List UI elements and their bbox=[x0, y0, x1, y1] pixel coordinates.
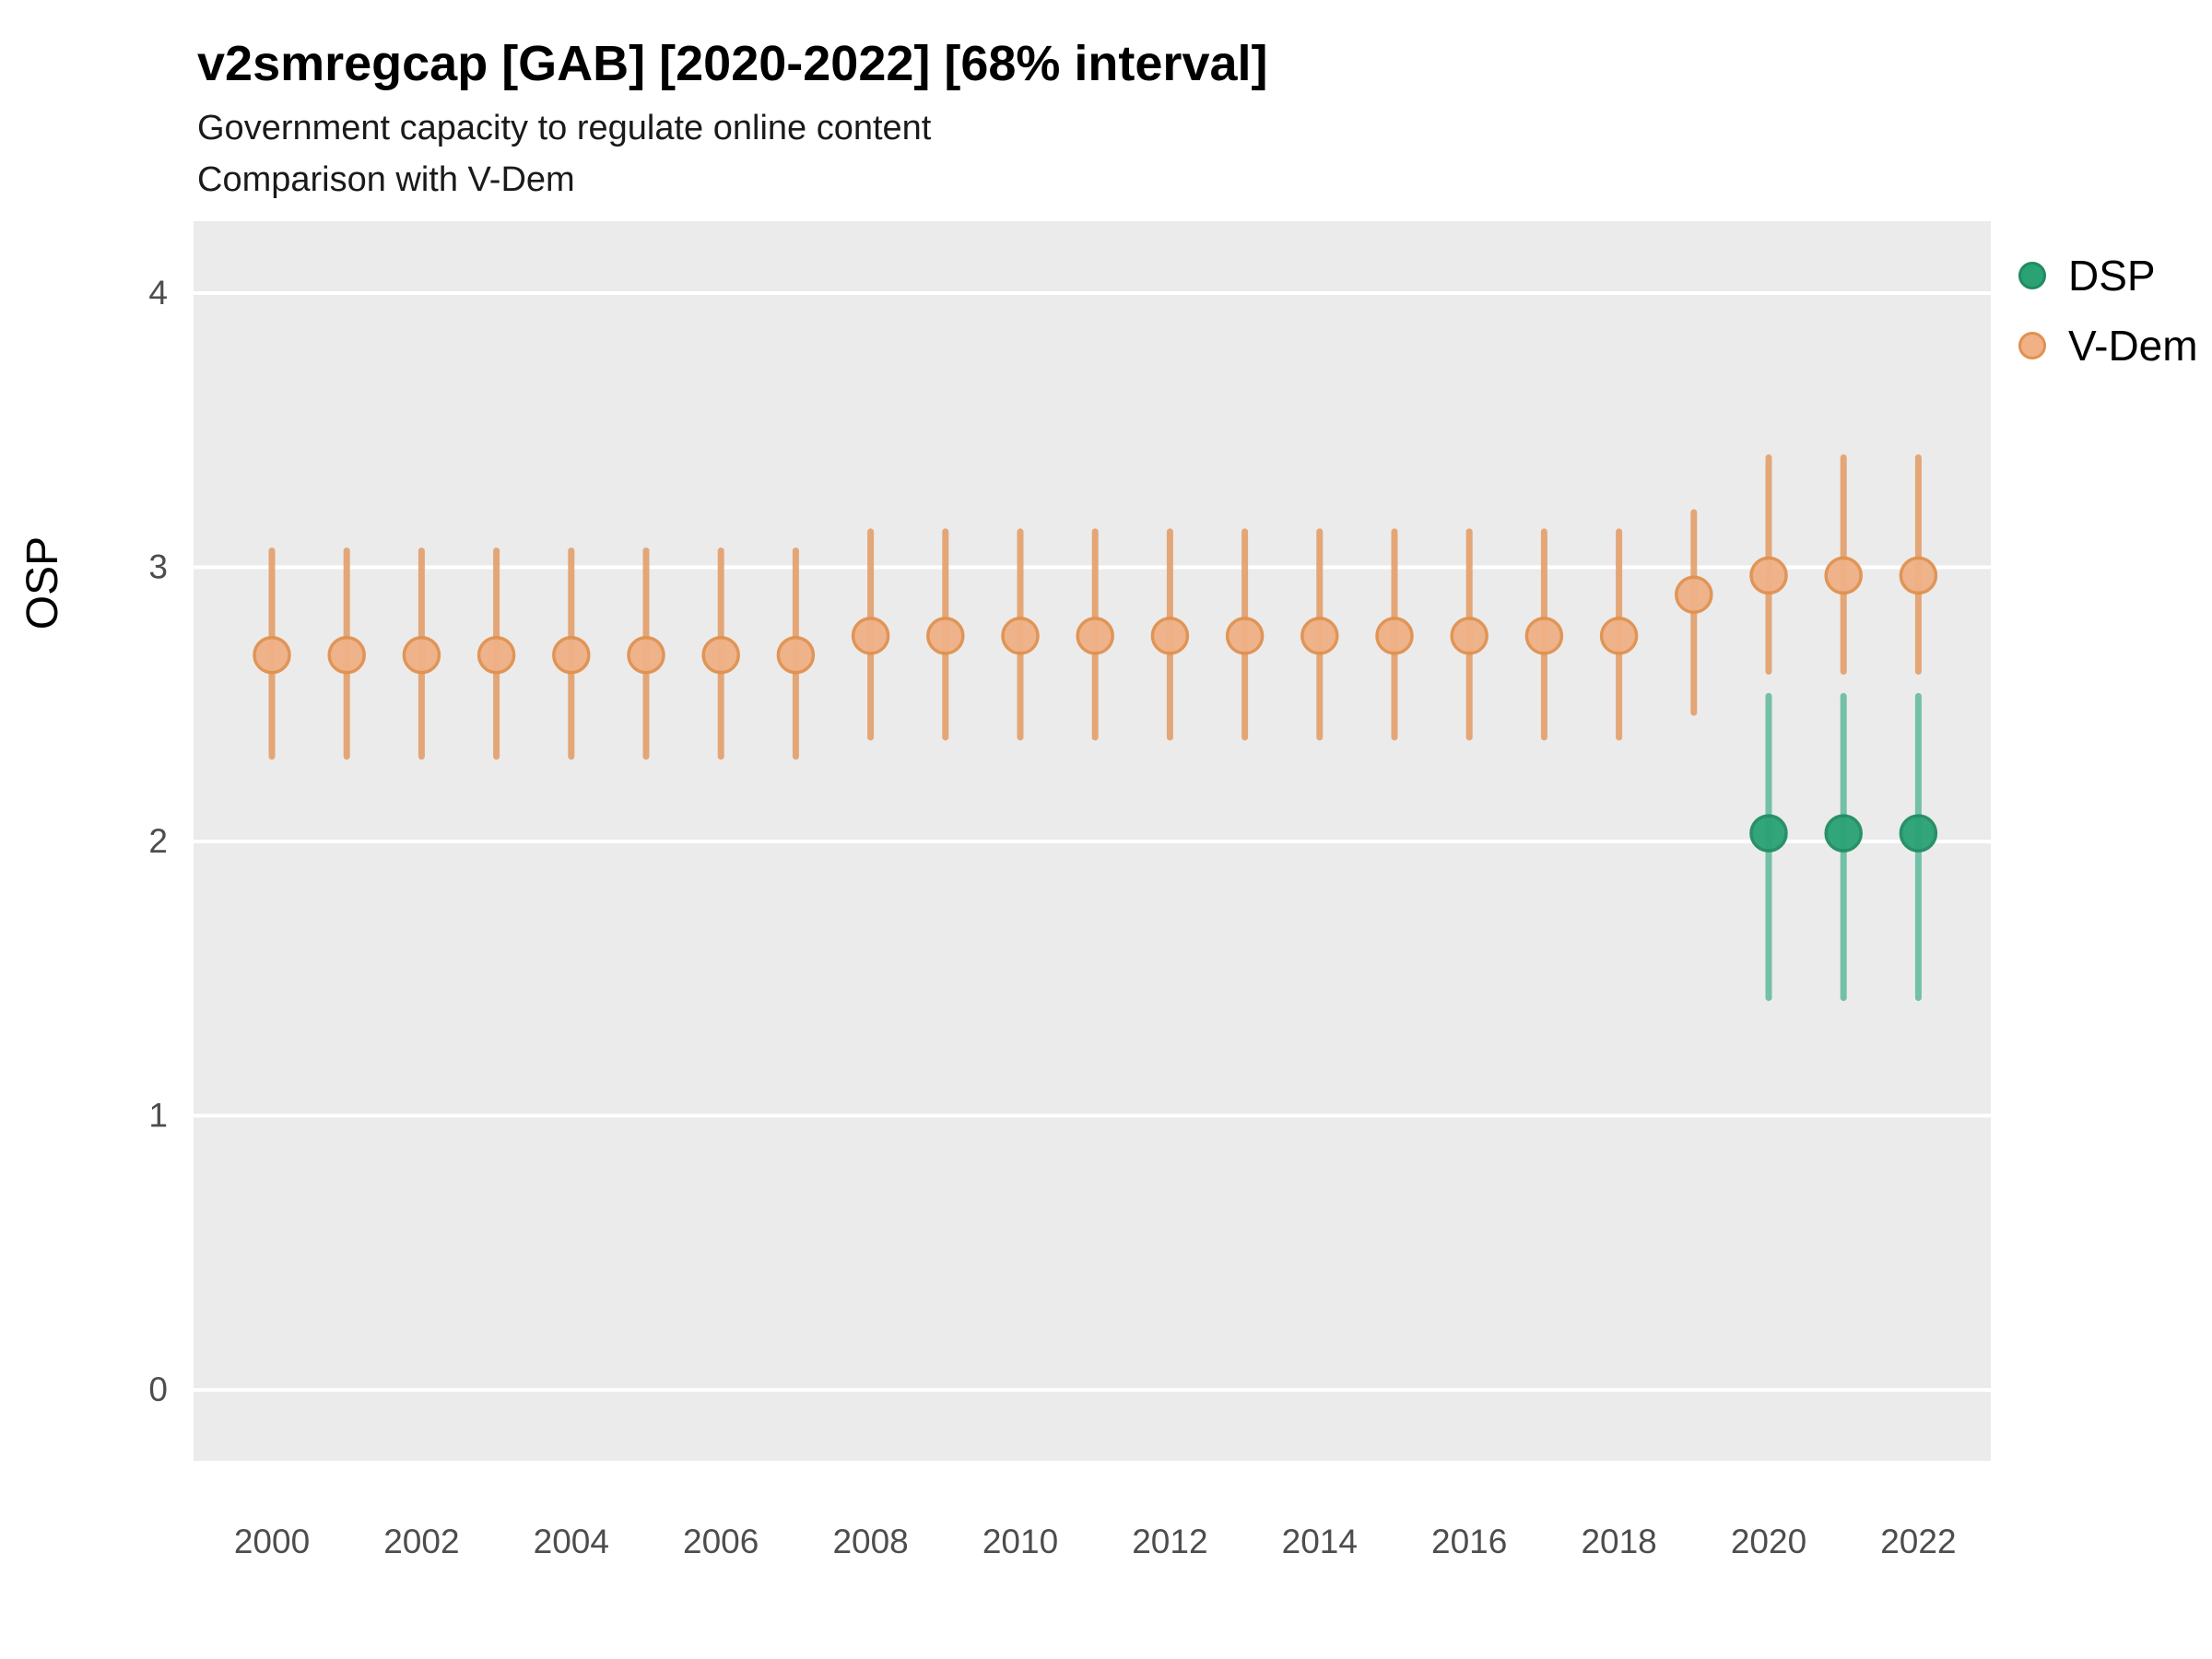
y-tick-label-1: 1 bbox=[148, 1097, 168, 1135]
x-tick-label-2000: 2000 bbox=[234, 1523, 310, 1560]
v-dem-point-2010 bbox=[1001, 617, 1040, 655]
x-tick-label-2014: 2014 bbox=[1282, 1523, 1358, 1560]
v-dem-point-2006 bbox=[701, 635, 740, 675]
v-dem-point-2009 bbox=[926, 617, 965, 655]
y-tick-label-0: 0 bbox=[148, 1371, 168, 1408]
chart-subtitle-line1: Government capacity to regulate online c… bbox=[197, 109, 932, 147]
legend-label-dsp: DSP bbox=[2068, 252, 2156, 300]
x-tick-label-2006: 2006 bbox=[683, 1523, 759, 1560]
v-dem-point-2011 bbox=[1076, 617, 1114, 655]
x-tick-label-2004: 2004 bbox=[534, 1523, 609, 1560]
v-dem-point-2007 bbox=[776, 635, 816, 675]
v-dem-point-2021 bbox=[1824, 556, 1863, 595]
v-dem-point-2017 bbox=[1524, 617, 1564, 655]
v-dem-point-2013 bbox=[1225, 617, 1265, 655]
v-dem-point-2001 bbox=[327, 635, 366, 675]
v-dem-point-2022 bbox=[1899, 556, 1938, 595]
v-dem-point-2019 bbox=[1675, 575, 1713, 614]
v-dem-point-2000 bbox=[253, 635, 291, 675]
legend-item-vdem: V-Dem bbox=[2018, 321, 2198, 371]
legend-label-vdem: V-Dem bbox=[2068, 322, 2198, 370]
vdem-marker-icon bbox=[2018, 332, 2046, 359]
y-tick-label-3: 3 bbox=[148, 548, 168, 586]
x-tick-label-2008: 2008 bbox=[832, 1523, 908, 1560]
x-tick-label-2022: 2022 bbox=[1880, 1523, 1956, 1560]
x-tick-label-2018: 2018 bbox=[1581, 1523, 1656, 1560]
legend-item-dsp: DSP bbox=[2018, 251, 2198, 300]
v-dem-point-2018 bbox=[1599, 617, 1639, 655]
v-dem-point-2012 bbox=[1150, 617, 1190, 655]
x-tick-label-2012: 2012 bbox=[1132, 1523, 1207, 1560]
v-dem-point-2005 bbox=[627, 635, 665, 675]
y-axis-title: OSP bbox=[18, 536, 67, 629]
y-tick-label-2: 2 bbox=[148, 822, 168, 860]
dsp-point-2020 bbox=[1749, 814, 1788, 853]
v-dem-point-2015 bbox=[1375, 617, 1414, 655]
x-tick-label-2020: 2020 bbox=[1731, 1523, 1806, 1560]
v-dem-point-2002 bbox=[402, 635, 441, 675]
legend: DSP V-Dem bbox=[2018, 251, 2198, 371]
dsp-marker-icon bbox=[2018, 262, 2046, 289]
x-tick-label-2002: 2002 bbox=[383, 1523, 459, 1560]
x-tick-label-2010: 2010 bbox=[982, 1523, 1058, 1560]
dsp-point-2021 bbox=[1824, 814, 1863, 853]
v-dem-point-2008 bbox=[851, 617, 890, 655]
v-dem-point-2016 bbox=[1450, 617, 1488, 655]
y-tick-label-4: 4 bbox=[148, 274, 168, 312]
chart-subtitle-line2: Comparison with V-Dem bbox=[197, 160, 575, 199]
v-dem-point-2004 bbox=[552, 635, 591, 675]
x-tick-label-2016: 2016 bbox=[1431, 1523, 1507, 1560]
v-dem-point-2003 bbox=[477, 635, 516, 675]
dsp-point-2022 bbox=[1899, 814, 1938, 853]
v-dem-point-2014 bbox=[1300, 617, 1339, 655]
chart-title: v2smregcap [GAB] [2020-2022] [68% interv… bbox=[197, 36, 1268, 91]
v-dem-point-2020 bbox=[1749, 556, 1788, 595]
